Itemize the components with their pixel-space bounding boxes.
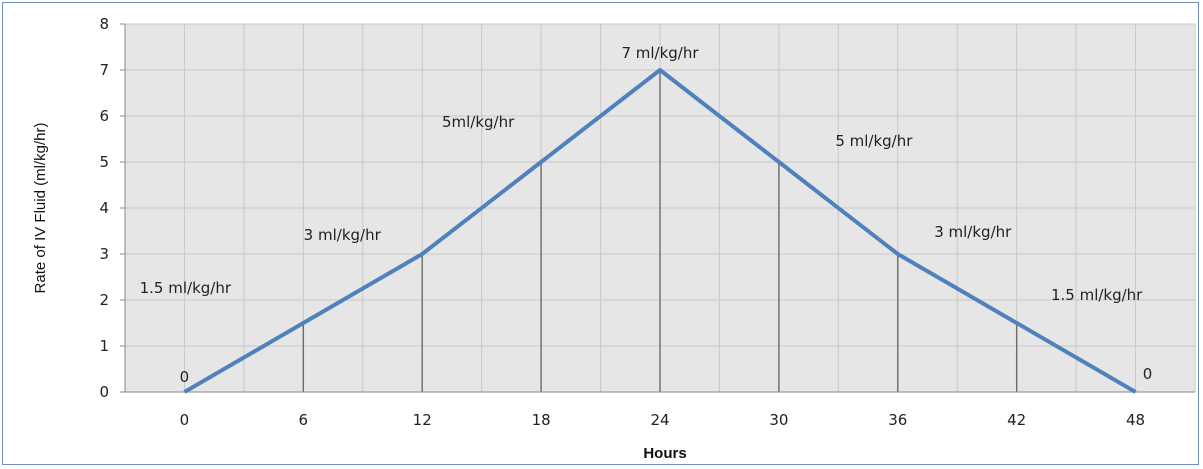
- data-label: 1.5 ml/kg/hr: [140, 279, 232, 297]
- data-label: 5 ml/kg/hr: [835, 132, 913, 150]
- data-label: 3 ml/kg/hr: [934, 223, 1012, 241]
- y-tick-label: 6: [99, 107, 109, 125]
- x-tick-labels: 0 6 12 18 24 30 36 42 48: [180, 411, 1145, 429]
- data-label: 3 ml/kg/hr: [304, 226, 382, 244]
- y-tick-label: 0: [99, 383, 109, 401]
- axes: [120, 23, 1195, 393]
- x-tick-label: 30: [769, 411, 788, 429]
- x-tick-label: 42: [1007, 411, 1026, 429]
- y-tick-label: 8: [99, 15, 109, 33]
- y-tick-label: 1: [99, 337, 109, 355]
- x-tick-label: 0: [180, 411, 190, 429]
- y-tick-label: 7: [99, 61, 109, 79]
- data-label: 5ml/kg/hr: [442, 113, 515, 131]
- series-line: [183, 68, 1137, 394]
- data-labels: 0 1.5 ml/kg/hr 3 ml/kg/hr 5ml/kg/hr 7 ml/kg/…: [140, 44, 1153, 386]
- x-axis-title: Hours: [643, 445, 686, 462]
- x-tick-label: 36: [888, 411, 907, 429]
- data-label: 1.5 ml/kg/hr: [1051, 286, 1143, 304]
- y-axis-title: Rate of IV Fluid (ml/kg/hr): [32, 123, 49, 294]
- y-tick-labels: 0 1 2 3 4 5 6 7 8: [99, 15, 109, 401]
- drop-lines: [302, 70, 1018, 392]
- x-tick-label: 18: [532, 411, 551, 429]
- x-tick-label: 6: [299, 411, 309, 429]
- x-tick-label: 12: [413, 411, 432, 429]
- x-tick-label: 24: [650, 411, 669, 429]
- y-tick-label: 2: [99, 291, 109, 309]
- y-tick-label: 3: [99, 245, 109, 263]
- data-label: 0: [180, 368, 190, 386]
- data-label: 7 ml/kg/hr: [621, 44, 699, 62]
- data-label: 0: [1143, 365, 1153, 383]
- x-tick-label: 48: [1126, 411, 1145, 429]
- y-tick-label: 4: [99, 199, 109, 217]
- y-tick-label: 5: [99, 153, 109, 171]
